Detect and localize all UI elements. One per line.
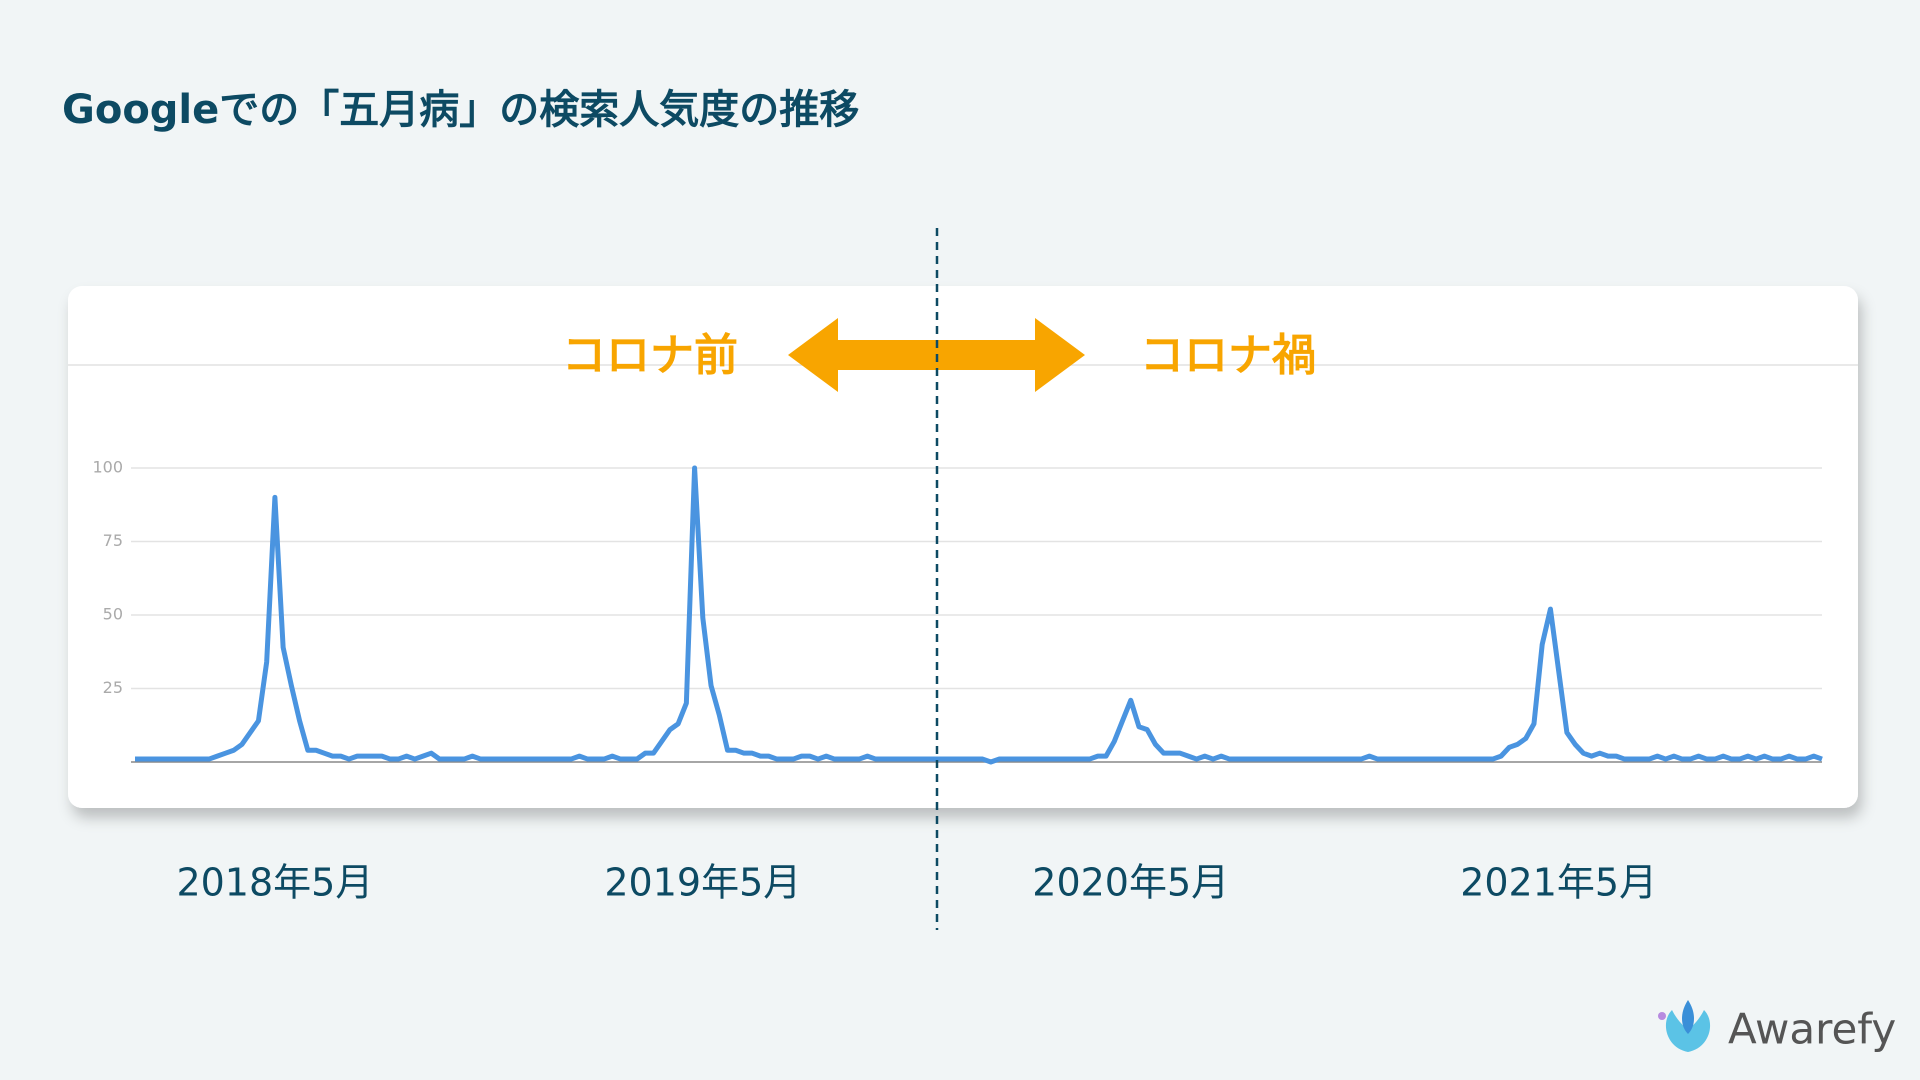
annotation: コロナ禍 [1140,330,1316,381]
chart-title: Googleでの「五月病」の検索人気度の推移 [62,87,859,133]
y-tick-label: 75 [103,531,123,550]
x-tick-label: 2021年5月 [1460,861,1657,905]
chart-card [68,286,1858,808]
x-tick-label: 2020年5月 [1032,861,1229,905]
x-tick-label: 2019年5月 [604,861,801,905]
annotation: コロナ前 [562,330,738,381]
y-tick-label: 50 [103,605,123,624]
y-tick-label: 100 [92,458,123,477]
logo-icon [1658,1012,1666,1020]
x-tick-label: 2018年5月 [176,861,373,905]
data-line [135,465,1823,765]
y-tick-label: 25 [103,678,123,697]
logo-text: Awarefy [1728,1005,1896,1054]
logo: Awarefy [1658,1000,1896,1054]
logo-icon [1682,1000,1694,1034]
